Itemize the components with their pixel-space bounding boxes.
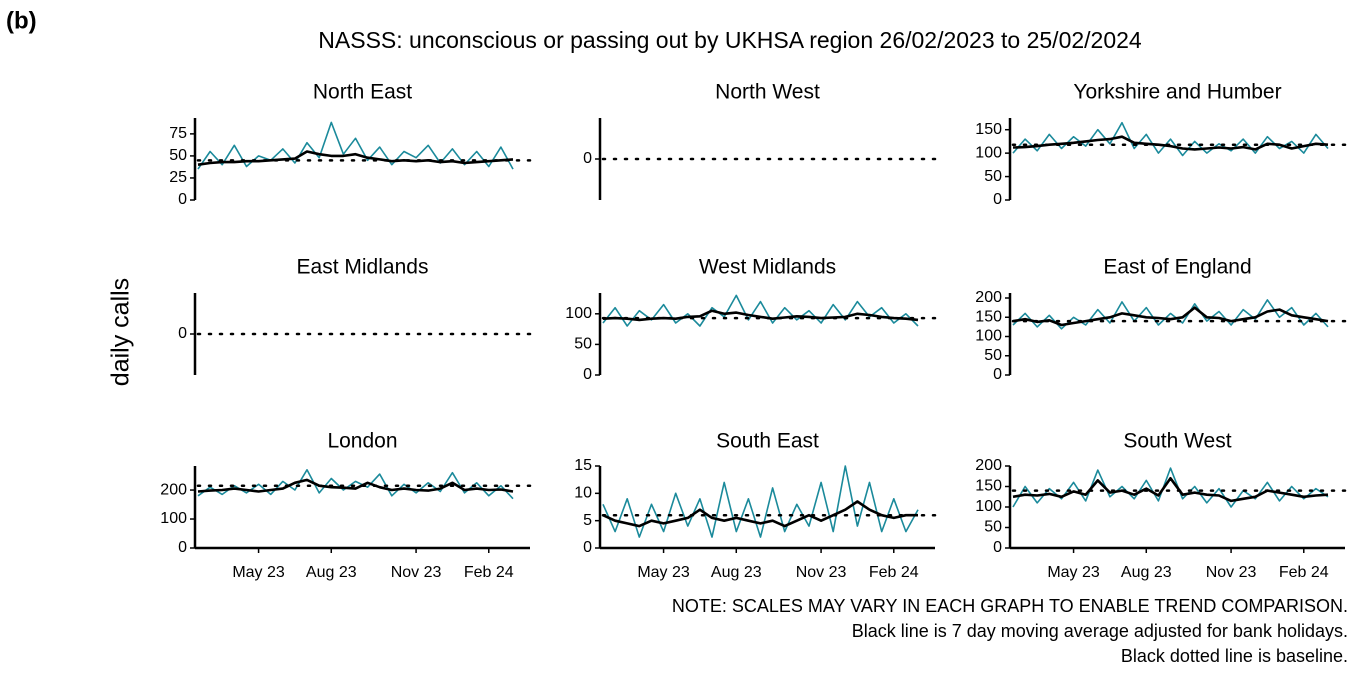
y-tick-label: 50: [574, 336, 592, 353]
y-tick-label: 5: [583, 512, 592, 529]
y-tick-label: 0: [993, 539, 1002, 556]
y-tick-label: 100: [565, 305, 592, 322]
average-line: [197, 150, 514, 166]
x-tick-label: Aug 23: [306, 564, 357, 581]
x-tick-label: Aug 23: [1121, 564, 1172, 581]
raw-line: [197, 121, 514, 170]
y-tick-label: 25: [169, 169, 187, 186]
raw-line: [602, 294, 919, 327]
average-line: [602, 309, 919, 322]
average-line: [1012, 306, 1329, 327]
panel-title: East Midlands: [297, 256, 429, 279]
y-tick-label: 15: [574, 457, 592, 474]
y-tick-label: 200: [975, 289, 1002, 306]
y-tick-label: 0: [993, 366, 1002, 383]
average-line: [1012, 135, 1329, 151]
note: Black line is 7 day moving average adjus…: [852, 621, 1348, 641]
raw-line: [1012, 121, 1329, 157]
average-line: [197, 478, 514, 493]
x-tick-label: May 23: [637, 564, 690, 581]
raw-line: [197, 469, 514, 500]
chart-title: NASSS: unconscious or passing out by UKH…: [318, 27, 1142, 53]
y-axis-label: daily calls: [107, 278, 135, 386]
x-tick-label: Feb 24: [1279, 564, 1329, 581]
y-tick-label: 0: [583, 150, 592, 167]
y-tick-label: 100: [975, 498, 1002, 515]
panel-title: London: [327, 430, 397, 453]
note: Black dotted line is baseline.: [1121, 646, 1348, 666]
raw-line: [602, 465, 919, 538]
note: NOTE: SCALES MAY VARY IN EACH GRAPH TO E…: [672, 596, 1348, 616]
y-tick-label: 100: [975, 328, 1002, 345]
y-tick-label: 0: [583, 366, 592, 383]
y-tick-label: 10: [574, 485, 592, 502]
y-tick-label: 150: [975, 121, 1002, 138]
panel-title: West Midlands: [699, 256, 836, 279]
y-tick-label: 0: [583, 539, 592, 556]
x-tick-label: Feb 24: [869, 564, 919, 581]
y-tick-label: 200: [160, 481, 187, 498]
y-tick-label: 0: [993, 191, 1002, 208]
y-tick-label: 50: [984, 347, 1002, 364]
raw-line: [1012, 467, 1329, 508]
panel-title: South East: [716, 430, 819, 453]
panel-title: North West: [715, 81, 820, 104]
y-tick-label: 150: [975, 308, 1002, 325]
y-tick-label: 50: [169, 147, 187, 164]
panel-title: East of England: [1103, 256, 1251, 279]
panel-title: Yorkshire and Humber: [1073, 81, 1281, 104]
y-tick-label: 0: [178, 325, 187, 342]
x-tick-label: Nov 23: [1206, 564, 1257, 581]
x-tick-label: Feb 24: [464, 564, 514, 581]
x-tick-label: Aug 23: [711, 564, 762, 581]
average-line: [1012, 477, 1329, 503]
y-tick-label: 50: [984, 168, 1002, 185]
x-tick-label: Nov 23: [796, 564, 847, 581]
panel-title: South West: [1123, 430, 1231, 453]
figure-label: (b): [6, 7, 37, 34]
y-tick-label: 0: [178, 191, 187, 208]
x-tick-label: Nov 23: [391, 564, 442, 581]
x-tick-label: May 23: [1047, 564, 1100, 581]
average-line: [602, 500, 918, 528]
x-tick-label: May 23: [232, 564, 285, 581]
y-tick-label: 75: [169, 125, 187, 142]
panel-title: North East: [313, 81, 412, 104]
y-tick-label: 0: [178, 539, 187, 556]
y-tick-label: 200: [975, 457, 1002, 474]
y-tick-label: 50: [984, 519, 1002, 536]
y-tick-label: 150: [975, 478, 1002, 495]
y-tick-label: 100: [160, 510, 187, 527]
y-tick-label: 100: [975, 144, 1002, 161]
